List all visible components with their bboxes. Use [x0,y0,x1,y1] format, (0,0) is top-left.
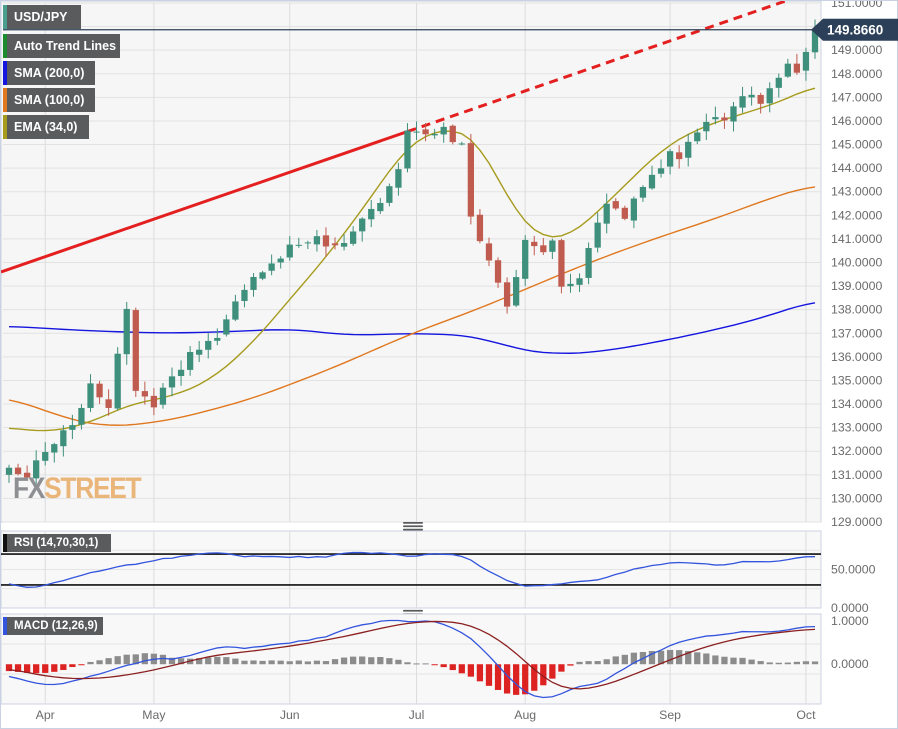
svg-text:144.0000: 144.0000 [831,161,882,175]
svg-text:142.0000: 142.0000 [831,208,882,222]
svg-text:129.0000: 129.0000 [831,515,882,529]
svg-text:131.0000: 131.0000 [831,468,882,482]
svg-text:145.0000: 145.0000 [831,138,882,152]
svg-text:141.0000: 141.0000 [831,232,882,246]
svg-text:Jul: Jul [409,708,425,722]
svg-text:149.0000: 149.0000 [831,43,882,57]
svg-text:137.0000: 137.0000 [831,326,882,340]
svg-text:133.0000: 133.0000 [831,421,882,435]
svg-text:135.0000: 135.0000 [831,373,882,387]
svg-text:1.0000: 1.0000 [831,614,869,628]
svg-text:Aug: Aug [514,708,536,722]
svg-text:148.0000: 148.0000 [831,67,882,81]
svg-text:146.0000: 146.0000 [831,114,882,128]
svg-text:134.0000: 134.0000 [831,397,882,411]
svg-text:149.8660: 149.8660 [827,22,883,37]
svg-text:138.0000: 138.0000 [831,303,882,317]
svg-text:140.0000: 140.0000 [831,256,882,270]
svg-text:130.0000: 130.0000 [831,491,882,505]
svg-text:Sep: Sep [659,708,681,722]
svg-text:136.0000: 136.0000 [831,350,882,364]
svg-text:143.0000: 143.0000 [831,185,882,199]
svg-text:May: May [142,708,166,722]
svg-text:151.0000: 151.0000 [831,1,882,10]
svg-text:Jun: Jun [280,708,300,722]
svg-text:50.0000: 50.0000 [831,563,876,577]
svg-text:0.0000: 0.0000 [831,657,869,671]
svg-text:132.0000: 132.0000 [831,444,882,458]
svg-text:Oct: Oct [796,708,816,722]
svg-text:147.0000: 147.0000 [831,90,882,104]
svg-text:139.0000: 139.0000 [831,279,882,293]
svg-text:0.0000: 0.0000 [831,601,869,615]
svg-text:Apr: Apr [36,708,55,722]
